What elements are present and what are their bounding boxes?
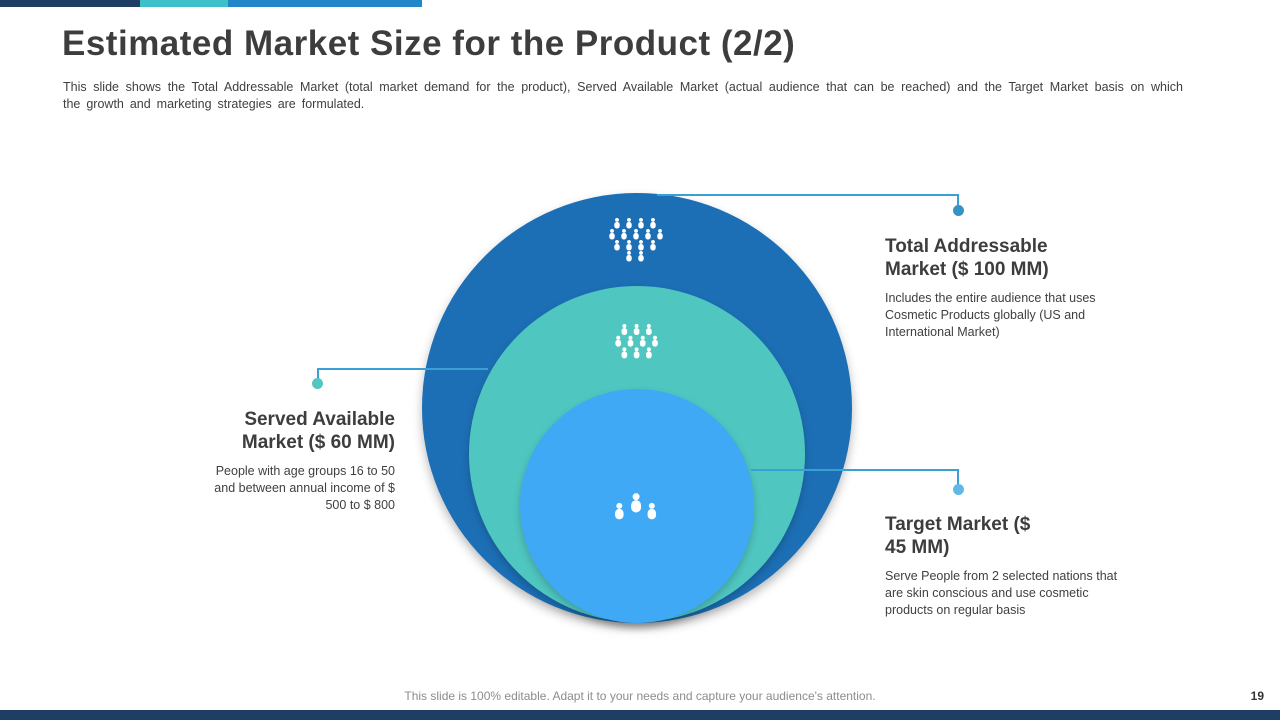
- target-people-icon: [615, 493, 657, 520]
- slide-description: This slide shows the Total Addressable M…: [63, 80, 1183, 111]
- sam-connector-line-v: [317, 368, 319, 381]
- target-description: Serve People from 2 selected nations tha…: [885, 569, 1118, 617]
- sam-connector-dot: [312, 378, 323, 389]
- tam-connector-dot: [953, 205, 964, 216]
- tam-callout: Total Addressable Market ($ 100 MM) Incl…: [885, 235, 1145, 340]
- page-title: Estimated Market Size for the Product (2…: [62, 24, 796, 63]
- accent-segment-navy: [0, 0, 140, 7]
- target-connector-dot: [953, 484, 964, 495]
- sam-connector-line-h: [317, 368, 488, 370]
- bottom-accent-bar: [0, 710, 1280, 720]
- target-connector-line-h: [751, 469, 958, 471]
- sam-title: Served Available Market ($ 60 MM): [241, 409, 395, 454]
- sam-people-icon: [615, 324, 658, 359]
- target-connector-line-v: [957, 469, 959, 485]
- footer-note: This slide is 100% editable. Adapt it to…: [404, 689, 876, 703]
- tam-connector-line-v: [957, 194, 959, 207]
- sam-callout: Served Available Market ($ 60 MM) People…: [190, 408, 395, 513]
- tam-people-icon: [609, 218, 663, 262]
- target-callout: Target Market ($ 45 MM) Serve People fro…: [885, 513, 1145, 618]
- tam-title: Total Addressable Market ($ 100 MM): [885, 236, 1049, 281]
- accent-segment-blue: [228, 0, 422, 7]
- tam-description: Includes the entire audience that uses C…: [885, 291, 1096, 339]
- tam-connector-line-h: [657, 194, 958, 196]
- top-accent-bar: [0, 0, 422, 7]
- sam-description: People with age groups 16 to 50 and betw…: [214, 464, 395, 512]
- accent-segment-teal: [140, 0, 228, 7]
- target-title: Target Market ($ 45 MM): [885, 514, 1031, 559]
- page-number: 19: [1250, 689, 1264, 703]
